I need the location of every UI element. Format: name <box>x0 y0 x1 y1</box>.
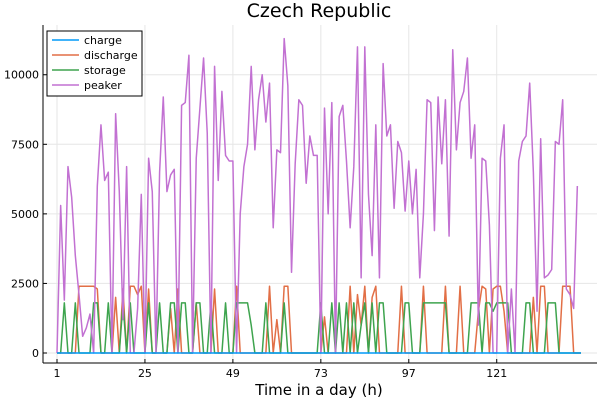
y-tick-label: 10000 <box>4 69 39 82</box>
y-tick-label: 0 <box>32 347 39 360</box>
series-line-peaker <box>56 37 579 354</box>
x-tick-label: 73 <box>314 367 328 380</box>
y-tick-label: 7500 <box>11 138 39 151</box>
x-tick-label: 121 <box>486 367 507 380</box>
y-tick-label: 2500 <box>11 277 39 290</box>
x-tick-label: 25 <box>138 367 152 380</box>
legend-label-charge: charge <box>84 34 122 47</box>
legend-label-storage: storage <box>84 64 126 77</box>
legend: charge discharge storage peaker <box>46 30 143 97</box>
y-tick-label: 5000 <box>11 208 39 221</box>
tick-labels: 1 25 49 73 97 121 0 2500 5000 7500 10000 <box>4 69 507 380</box>
x-tick-label: 97 <box>402 367 416 380</box>
chart-title: Czech Republic <box>247 0 392 22</box>
x-tick-label: 1 <box>54 367 61 380</box>
x-tick-label: 49 <box>226 367 240 380</box>
legend-label-discharge: discharge <box>84 49 138 62</box>
x-axis-label: Time in a day (h) <box>254 381 382 399</box>
axes <box>42 25 597 364</box>
plot-lines <box>56 37 581 354</box>
legend-label-peaker: peaker <box>84 79 122 92</box>
